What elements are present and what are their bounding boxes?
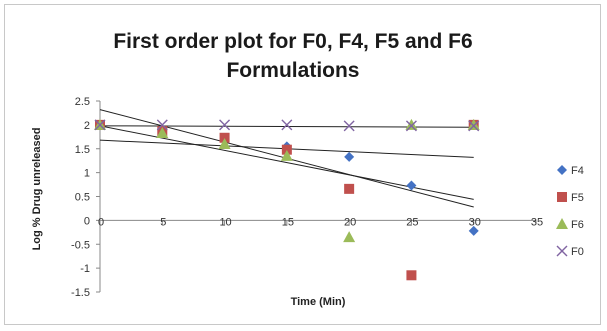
data-point-F5 xyxy=(219,132,230,143)
y-tick-label: -0.5 xyxy=(71,239,90,251)
data-point-F0 xyxy=(156,119,168,131)
y-tick-label: 1 xyxy=(84,168,90,180)
legend-label-F5: F5 xyxy=(571,192,584,204)
data-point-F0 xyxy=(219,119,231,131)
x-tick-label: 35 xyxy=(531,216,543,228)
data-point-F0-stroke-b xyxy=(94,119,106,131)
x-tick-label: 5 xyxy=(160,216,166,228)
first-order-plot-chart: First order plot for F0, F4, F5 and F6 F… xyxy=(31,30,584,308)
data-point-F6 xyxy=(405,118,418,130)
data-point-F0-stroke-b xyxy=(343,120,355,132)
legend-marker-F0 xyxy=(556,245,568,257)
x-tick-label: 20 xyxy=(344,216,356,228)
y-tick-label: 0 xyxy=(84,215,90,227)
data-point-F0-stroke-b xyxy=(405,120,417,132)
data-point-F0 xyxy=(468,120,480,132)
chart-area: First order plot for F0, F4, F5 and F6 F… xyxy=(4,4,601,325)
data-point-F4 xyxy=(344,151,355,162)
data-point-F0-stroke-b xyxy=(468,120,480,132)
x-tick-label: 10 xyxy=(219,216,231,228)
legend-label-F4: F4 xyxy=(571,165,584,177)
legend: F4 F5 F6 F0 xyxy=(556,165,584,258)
trendline-F4 xyxy=(99,125,474,200)
data-point-F0 xyxy=(94,119,106,131)
data-point-F0-stroke-b xyxy=(156,119,168,131)
legend-marker-F0-stroke-b xyxy=(556,245,568,257)
x-tick-label: 30 xyxy=(469,216,481,228)
data-point-F5 xyxy=(281,144,292,155)
legend-label-F0: F0 xyxy=(571,246,584,258)
y-tick-label: 2 xyxy=(84,120,90,132)
legend-label-F6: F6 xyxy=(571,219,584,231)
data-point-F5 xyxy=(344,183,355,194)
y-tick-label: -1 xyxy=(80,263,90,275)
legend-marker-F5 xyxy=(557,192,567,202)
data-point-F6 xyxy=(343,231,356,243)
y-tick-label: 1.5 xyxy=(75,144,90,156)
x-axis-label: Time (Min) xyxy=(291,296,346,308)
y-axis-label: Log % Drug unreleased xyxy=(31,128,43,251)
y-tick-label: 0.5 xyxy=(75,192,90,204)
points-group xyxy=(94,118,480,281)
chart-title-line-2: Formulations xyxy=(226,59,359,82)
chart-title-line-1: First order plot for F0, F4, F5 and F6 xyxy=(113,30,472,53)
x-tick-label: 0 xyxy=(98,216,104,228)
x-tick-label: 25 xyxy=(406,216,418,228)
data-point-F4 xyxy=(406,180,417,191)
axes-group: 2.5 2 1.5 1 0.5 0 -0.5 -1 -1.5 0 5 10 15 20 25 30 35 xyxy=(71,96,543,299)
y-tick-label: -1.5 xyxy=(71,287,90,299)
data-point-F5 xyxy=(406,270,417,281)
legend-marker-F4 xyxy=(557,165,567,175)
data-point-F0-stroke-b xyxy=(281,119,293,131)
data-point-F6 xyxy=(218,137,231,149)
data-point-F6 xyxy=(467,118,480,130)
legend-marker-F6 xyxy=(556,218,568,229)
data-point-F6 xyxy=(280,149,293,161)
data-point-F4 xyxy=(468,225,479,236)
data-point-F6 xyxy=(156,126,169,138)
x-tick-label: 15 xyxy=(282,216,294,228)
data-point-F0-stroke-b xyxy=(219,119,231,131)
data-point-F0 xyxy=(343,120,355,132)
data-point-F0 xyxy=(405,120,417,132)
data-point-F0 xyxy=(281,119,293,131)
trendline-F0 xyxy=(99,125,474,128)
y-tick-label: 2.5 xyxy=(75,96,90,108)
